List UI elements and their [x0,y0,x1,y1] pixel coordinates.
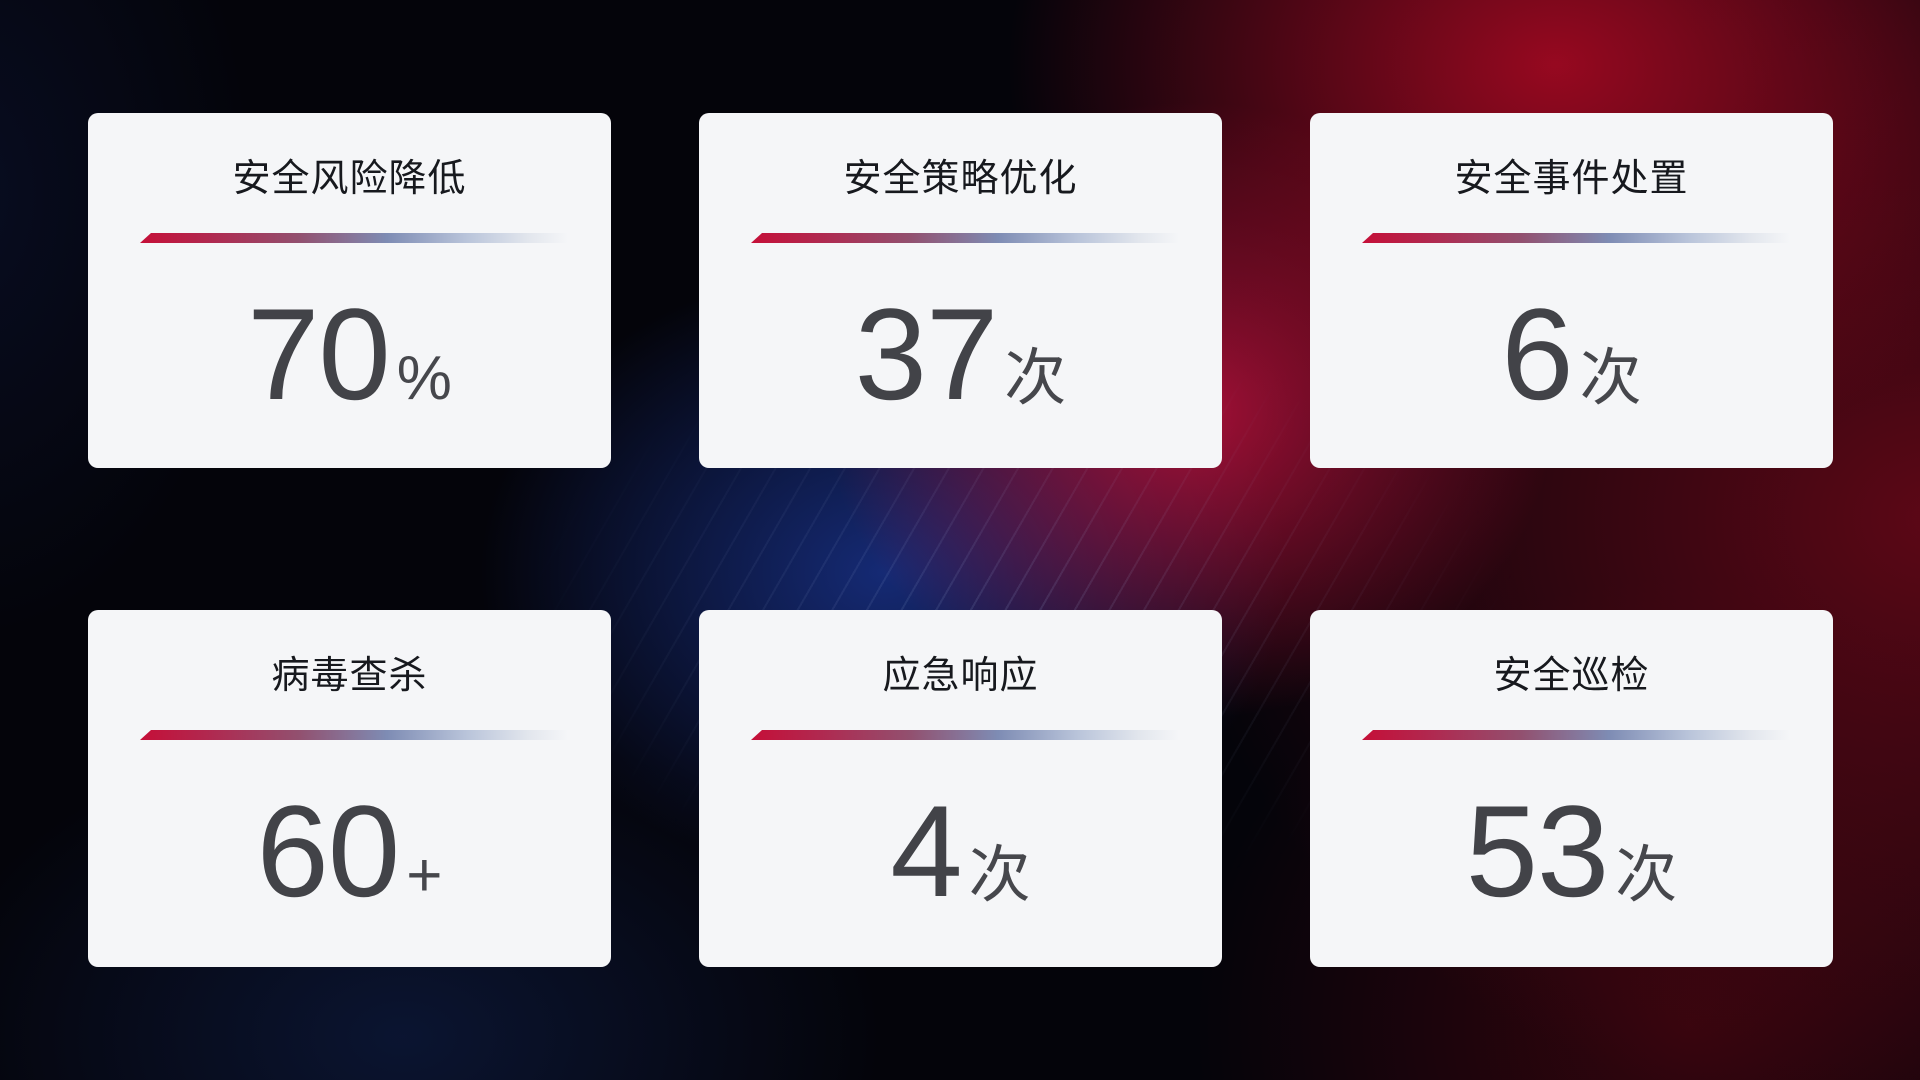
stat-card-virus-scan: 病毒查杀 60 + [88,610,611,967]
stat-unit: + [406,841,443,910]
card-title: 应急响应 [882,655,1039,697]
card-title: 安全巡检 [1493,655,1650,697]
stat-value: 4 [890,778,962,924]
stat-value: 53 [1465,778,1610,924]
card-title: 安全策略优化 [843,158,1078,200]
stat-value: 6 [1501,281,1573,427]
stat-card-risk-reduction: 安全风险降低 70% [88,113,611,468]
stat-value-row: 37 次 [699,289,1222,419]
stat-unit: 次 [1579,344,1642,413]
stat-value: 60 [256,778,401,924]
stat-unit: 次 [1615,841,1678,910]
stat-unit: 次 [1004,344,1067,413]
divider-gradient-bar [1362,233,1803,243]
stat-card-policy-optimization: 安全策略优化 37 次 [699,113,1222,468]
card-divider [1362,730,1803,740]
stat-value: 37 [854,281,999,427]
divider-gradient-bar [140,233,581,243]
stat-unit: % [396,344,452,413]
stat-card-security-inspection: 安全巡检 53 次 [1310,610,1833,967]
card-title: 安全事件处置 [1454,158,1689,200]
card-divider [140,730,581,740]
stat-value-row: 53 次 [1310,786,1833,916]
card-title: 病毒查杀 [271,655,428,697]
card-divider [751,233,1192,243]
card-divider [1362,233,1803,243]
stat-value-row: 70% [88,289,611,419]
card-divider [751,730,1192,740]
stat-value-row: 60 + [88,786,611,916]
divider-gradient-bar [1362,730,1803,740]
stat-value: 70 [247,281,391,427]
stat-unit: 次 [968,841,1031,910]
card-divider [140,233,581,243]
card-title: 安全风险降低 [232,158,467,200]
divider-gradient-bar [751,730,1192,740]
divider-gradient-bar [140,730,581,740]
divider-gradient-bar [751,233,1192,243]
